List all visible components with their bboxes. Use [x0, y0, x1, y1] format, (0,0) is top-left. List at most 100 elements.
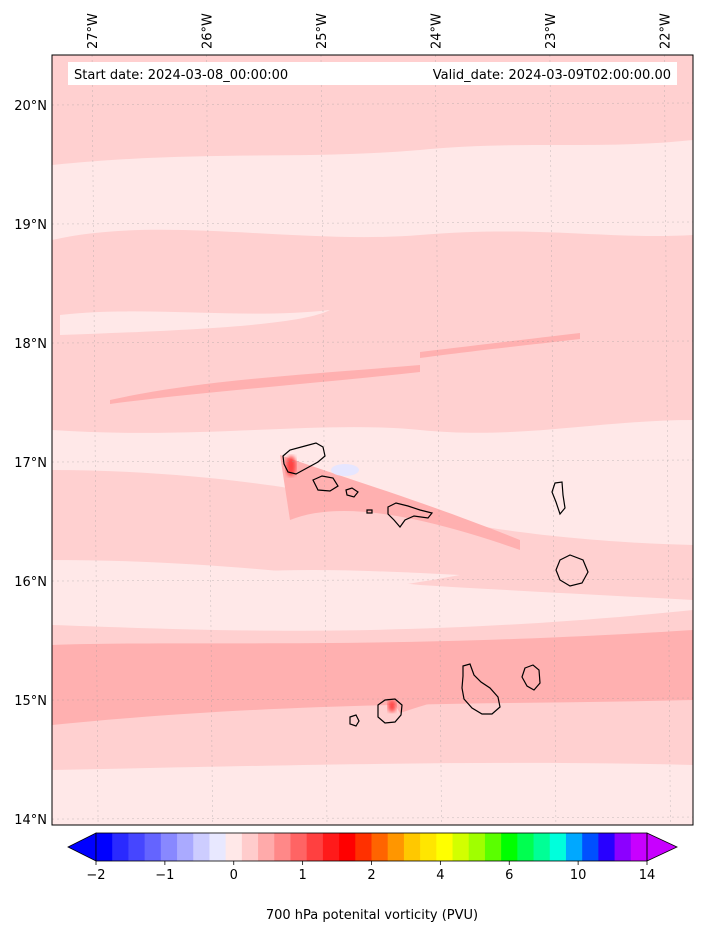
start-date-label: Start date: 2024-03-08_00:00:00: [74, 68, 288, 83]
coast-maio: [521, 664, 541, 691]
colorbar-swatch: [225, 833, 243, 861]
colorbar-swatch: [258, 833, 275, 861]
colorbar-swatches: [67, 832, 678, 862]
lat-tick-label: 17°N: [14, 456, 47, 471]
lon-tick-label: 27°W: [86, 13, 101, 49]
pv-light-patch-upper: [60, 310, 330, 335]
map-panel: 27°W 26°W 25°W 24°W 23°W 22°W 20°N 19°N 18°N 17°…: [14, 13, 694, 828]
colorbar-swatch: [387, 833, 405, 861]
colorbar-swatch: [630, 833, 648, 861]
pv-streak-a: [110, 365, 420, 404]
colorbar-tick-label: 6: [505, 868, 513, 883]
pv-negative-patch: [331, 464, 359, 476]
valid-date-label: Valid_date: 2024-03-09T02:00:00.00: [433, 68, 671, 83]
lon-tick-label: 22°W: [658, 13, 673, 49]
gridline-lat: [51, 578, 694, 582]
colorbar-tick-label: −1: [155, 868, 174, 883]
colorbar-swatch: [209, 833, 227, 861]
colorbar-swatch: [598, 833, 616, 861]
colorbar-tick-label: −2: [86, 868, 105, 883]
coast-sao-vicente: [312, 475, 339, 492]
colorbar-swatch: [355, 833, 372, 861]
lat-tick-label: 19°N: [14, 218, 47, 233]
coast-fogo: [377, 698, 403, 724]
colorbar-tick-label: 2: [367, 868, 375, 883]
pv-light-patch-mid: [180, 570, 460, 593]
lon-tick-label: 23°W: [544, 13, 559, 49]
lon-tick-label: 26°W: [201, 13, 216, 49]
coast-santo-antao: [282, 442, 326, 475]
colorbar-swatch: [112, 833, 129, 861]
gridline-lat: [51, 221, 694, 225]
colorbar-extend-low: [67, 832, 97, 862]
colorbar-swatch: [177, 833, 194, 861]
pv-hotspot-south: [388, 700, 396, 712]
lat-tick-labels: 20°N 19°N 18°N 17°N 16°N 15°N 14°N: [14, 99, 47, 828]
lat-tick-label: 15°N: [14, 694, 47, 709]
gridline-lat: [51, 102, 694, 106]
colorbar-tick-label: 1: [298, 868, 306, 883]
colorbar-swatch: [549, 833, 567, 861]
gridline-lon: [91, 54, 99, 826]
pv-wake-islands: [280, 455, 520, 550]
coast-sao-nicolau: [387, 502, 434, 528]
coast-santa-luzia: [345, 487, 359, 498]
coast-boa-vista: [555, 554, 589, 587]
lon-tick-label: 24°W: [429, 13, 444, 49]
colorbar-swatch: [339, 833, 356, 861]
colorbar-extend-high: [646, 832, 678, 862]
colorbar-swatch: [144, 833, 162, 861]
colorbar-swatch: [193, 833, 210, 861]
gridline-lon: [664, 54, 671, 826]
gridline-lon: [549, 54, 557, 826]
lat-tick-label: 16°N: [14, 575, 47, 590]
colorbar: −2 −1 0 1 2 4 6 10 14 700 hPa potenital vorticit…: [67, 832, 678, 923]
lat-tick-label: 14°N: [14, 813, 47, 828]
colorbar-swatch: [436, 833, 454, 861]
pv-band-mid: [52, 470, 693, 600]
colorbar-swatch: [96, 833, 113, 861]
colorbar-swatch: [128, 833, 146, 861]
colorbar-swatch: [501, 833, 518, 861]
gridline-lat: [51, 697, 694, 701]
date-banner: [68, 62, 677, 85]
colorbar-swatch: [241, 833, 259, 861]
gridline-lat: [51, 340, 694, 344]
gridlines: [51, 54, 694, 826]
colorbar-swatch: [582, 833, 599, 861]
coast-santiago: [461, 663, 501, 715]
pv-streak-b: [420, 333, 580, 358]
lat-tick-label: 20°N: [14, 99, 47, 114]
gridline-lat: [51, 816, 694, 820]
colorbar-swatch: [565, 833, 583, 861]
pv-band-upper: [52, 229, 693, 433]
lat-tick-label: 18°N: [14, 337, 47, 352]
colorbar-swatch: [484, 833, 502, 861]
pv-wake-south: [395, 665, 540, 713]
colorbar-tick-label: 10: [570, 868, 587, 883]
gridline-lat: [51, 459, 694, 463]
colorbar-tick-label: 4: [436, 868, 444, 883]
coast-brava: [349, 714, 360, 727]
coast-sal: [551, 481, 566, 516]
coast-branco: [366, 509, 373, 514]
colorbar-swatch: [290, 833, 308, 861]
colorbar-tick-label: 0: [230, 868, 238, 883]
lon-tick-label: 25°W: [315, 13, 330, 49]
gridline-lon: [435, 54, 442, 826]
colorbar-swatch: [517, 833, 535, 861]
coastlines: [282, 442, 589, 727]
colorbar-swatch: [420, 833, 437, 861]
pv-band-south-strong: [52, 630, 693, 725]
colorbar-tick-label: 14: [639, 868, 656, 883]
colorbar-swatch: [306, 833, 324, 861]
map-frame: [51, 54, 694, 826]
colorbar-title: 700 hPa potenital vorticity (PVU): [266, 908, 478, 923]
pv-field: [52, 55, 693, 770]
colorbar-swatch: [452, 833, 470, 861]
colorbar-swatch: [274, 833, 291, 861]
colorbar-swatch: [403, 833, 421, 861]
gridline-lon: [320, 54, 328, 826]
pv-hotspot-north: [286, 456, 296, 476]
